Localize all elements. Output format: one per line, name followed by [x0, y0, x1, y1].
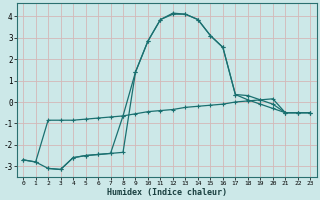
- X-axis label: Humidex (Indice chaleur): Humidex (Indice chaleur): [107, 188, 227, 197]
